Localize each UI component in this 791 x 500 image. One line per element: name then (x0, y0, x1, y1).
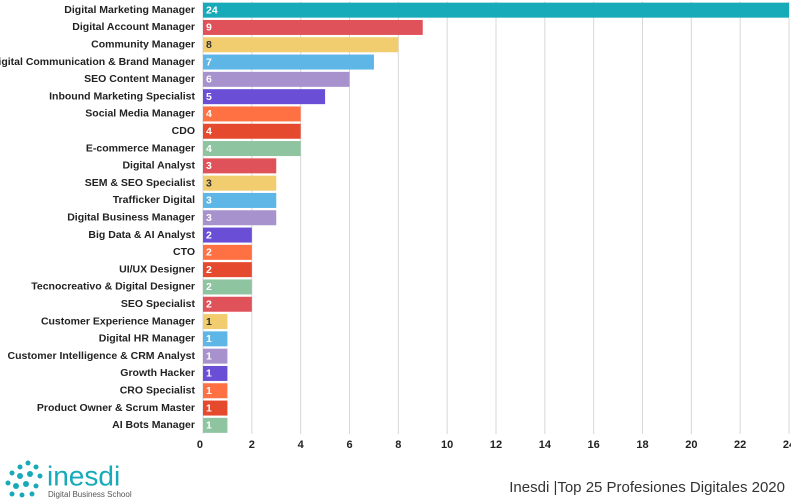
value-label: 4 (206, 126, 212, 138)
y-tick-label: Product Owner & Scrum Master (37, 402, 195, 414)
bar (203, 192, 277, 208)
bar (203, 37, 399, 53)
x-tick-label: 10 (441, 439, 453, 451)
value-label: 1 (206, 402, 212, 414)
x-tick-label: 24 (783, 439, 791, 451)
value-label: 1 (206, 420, 212, 432)
bar (203, 331, 228, 347)
value-label: 4 (206, 108, 212, 120)
y-tick-label: SEO Content Manager (84, 73, 195, 85)
bar (203, 210, 277, 226)
y-tick-label: Digital Marketing Manager (64, 4, 195, 16)
bar (203, 262, 252, 278)
value-label: 7 (206, 56, 212, 68)
y-tick-label: Digital Business Manager (67, 212, 195, 224)
y-tick-label: UI/UX Designer (119, 263, 195, 275)
bar (203, 2, 789, 18)
y-tick-label: Trafficker Digital (113, 194, 195, 206)
value-label: 6 (206, 74, 212, 86)
bar (203, 19, 423, 35)
y-tick-label: SEO Specialist (121, 298, 196, 310)
bar (203, 71, 350, 87)
y-tick-label: Tecnocreativo & Digital Designer (31, 281, 195, 293)
x-tick-label: 14 (539, 439, 552, 451)
value-label: 1 (206, 333, 212, 345)
value-label: 8 (206, 39, 212, 51)
bar (203, 106, 301, 122)
value-label: 2 (206, 247, 212, 259)
y-tick-label: Social Media Manager (85, 108, 195, 120)
y-tick-label: CRO Specialist (120, 385, 196, 397)
bar (203, 417, 228, 433)
x-tick-label: 18 (636, 439, 648, 451)
y-tick-label: CDO (172, 125, 195, 137)
bar (203, 400, 228, 416)
bar (203, 175, 277, 191)
x-tick-label: 20 (685, 439, 697, 451)
value-label: 9 (206, 22, 212, 34)
bar (203, 279, 252, 295)
bar (203, 244, 252, 260)
y-tick-label: Digital Communication & Brand Manager (0, 56, 195, 68)
value-label: 4 (206, 143, 212, 155)
y-tick-label: Digital Account Manager (72, 21, 195, 33)
y-tick-label: Big Data & AI Analyst (88, 229, 195, 241)
y-tick-label: Growth Hacker (120, 367, 195, 379)
value-label: 3 (206, 177, 212, 189)
value-label: 3 (206, 212, 212, 224)
y-tick-label: AI Bots Manager (112, 419, 195, 431)
value-label: 1 (206, 385, 212, 397)
y-tick-label: CTO (173, 246, 195, 258)
value-label: 2 (206, 229, 212, 241)
y-tick-label: Inbound Marketing Specialist (49, 90, 195, 102)
logo-dots (5, 460, 43, 498)
bar (203, 158, 277, 174)
logo-tagline: Digital Business School (48, 490, 132, 499)
y-tick-label: Customer Intelligence & CRM Analyst (8, 350, 196, 362)
bar (203, 123, 301, 139)
y-tick-label: E-commerce Manager (86, 142, 195, 154)
value-label: 1 (206, 316, 212, 328)
value-label: 1 (206, 350, 212, 362)
bar (203, 314, 228, 330)
y-tick-label: SEM & SEO Specialist (85, 177, 196, 189)
y-tick-label: Customer Experience Manager (41, 315, 195, 327)
value-label: 3 (206, 160, 212, 172)
value-label: 5 (206, 91, 212, 103)
x-tick-label: 0 (197, 439, 203, 451)
value-label: 2 (206, 264, 212, 276)
value-label: 2 (206, 299, 212, 311)
bar (203, 348, 228, 364)
bar (203, 141, 301, 157)
footer: Inesdi |Top 25 Profesiones Digitales 202… (509, 479, 785, 496)
x-tick-label: 6 (346, 439, 352, 451)
bar (203, 296, 252, 312)
x-tick-label: 12 (490, 439, 502, 451)
bar (203, 54, 374, 70)
x-tick-label: 4 (298, 439, 305, 451)
y-tick-label: Digital Analyst (122, 160, 195, 172)
x-tick-label: 22 (734, 439, 746, 451)
y-tick-label: Digital HR Manager (99, 333, 195, 345)
value-label: 3 (206, 195, 212, 207)
bar (203, 383, 228, 399)
x-tick-label: 8 (395, 439, 401, 451)
bar (203, 227, 252, 243)
bar (203, 89, 326, 105)
value-label: 1 (206, 368, 212, 380)
x-tick-label: 2 (249, 439, 255, 451)
value-label: 2 (206, 281, 212, 293)
bar (203, 365, 228, 381)
y-tick-label: Community Manager (91, 39, 195, 51)
x-tick-label: 16 (588, 439, 600, 451)
value-label: 24 (206, 4, 218, 16)
logo-name: inesdi (47, 460, 120, 491)
